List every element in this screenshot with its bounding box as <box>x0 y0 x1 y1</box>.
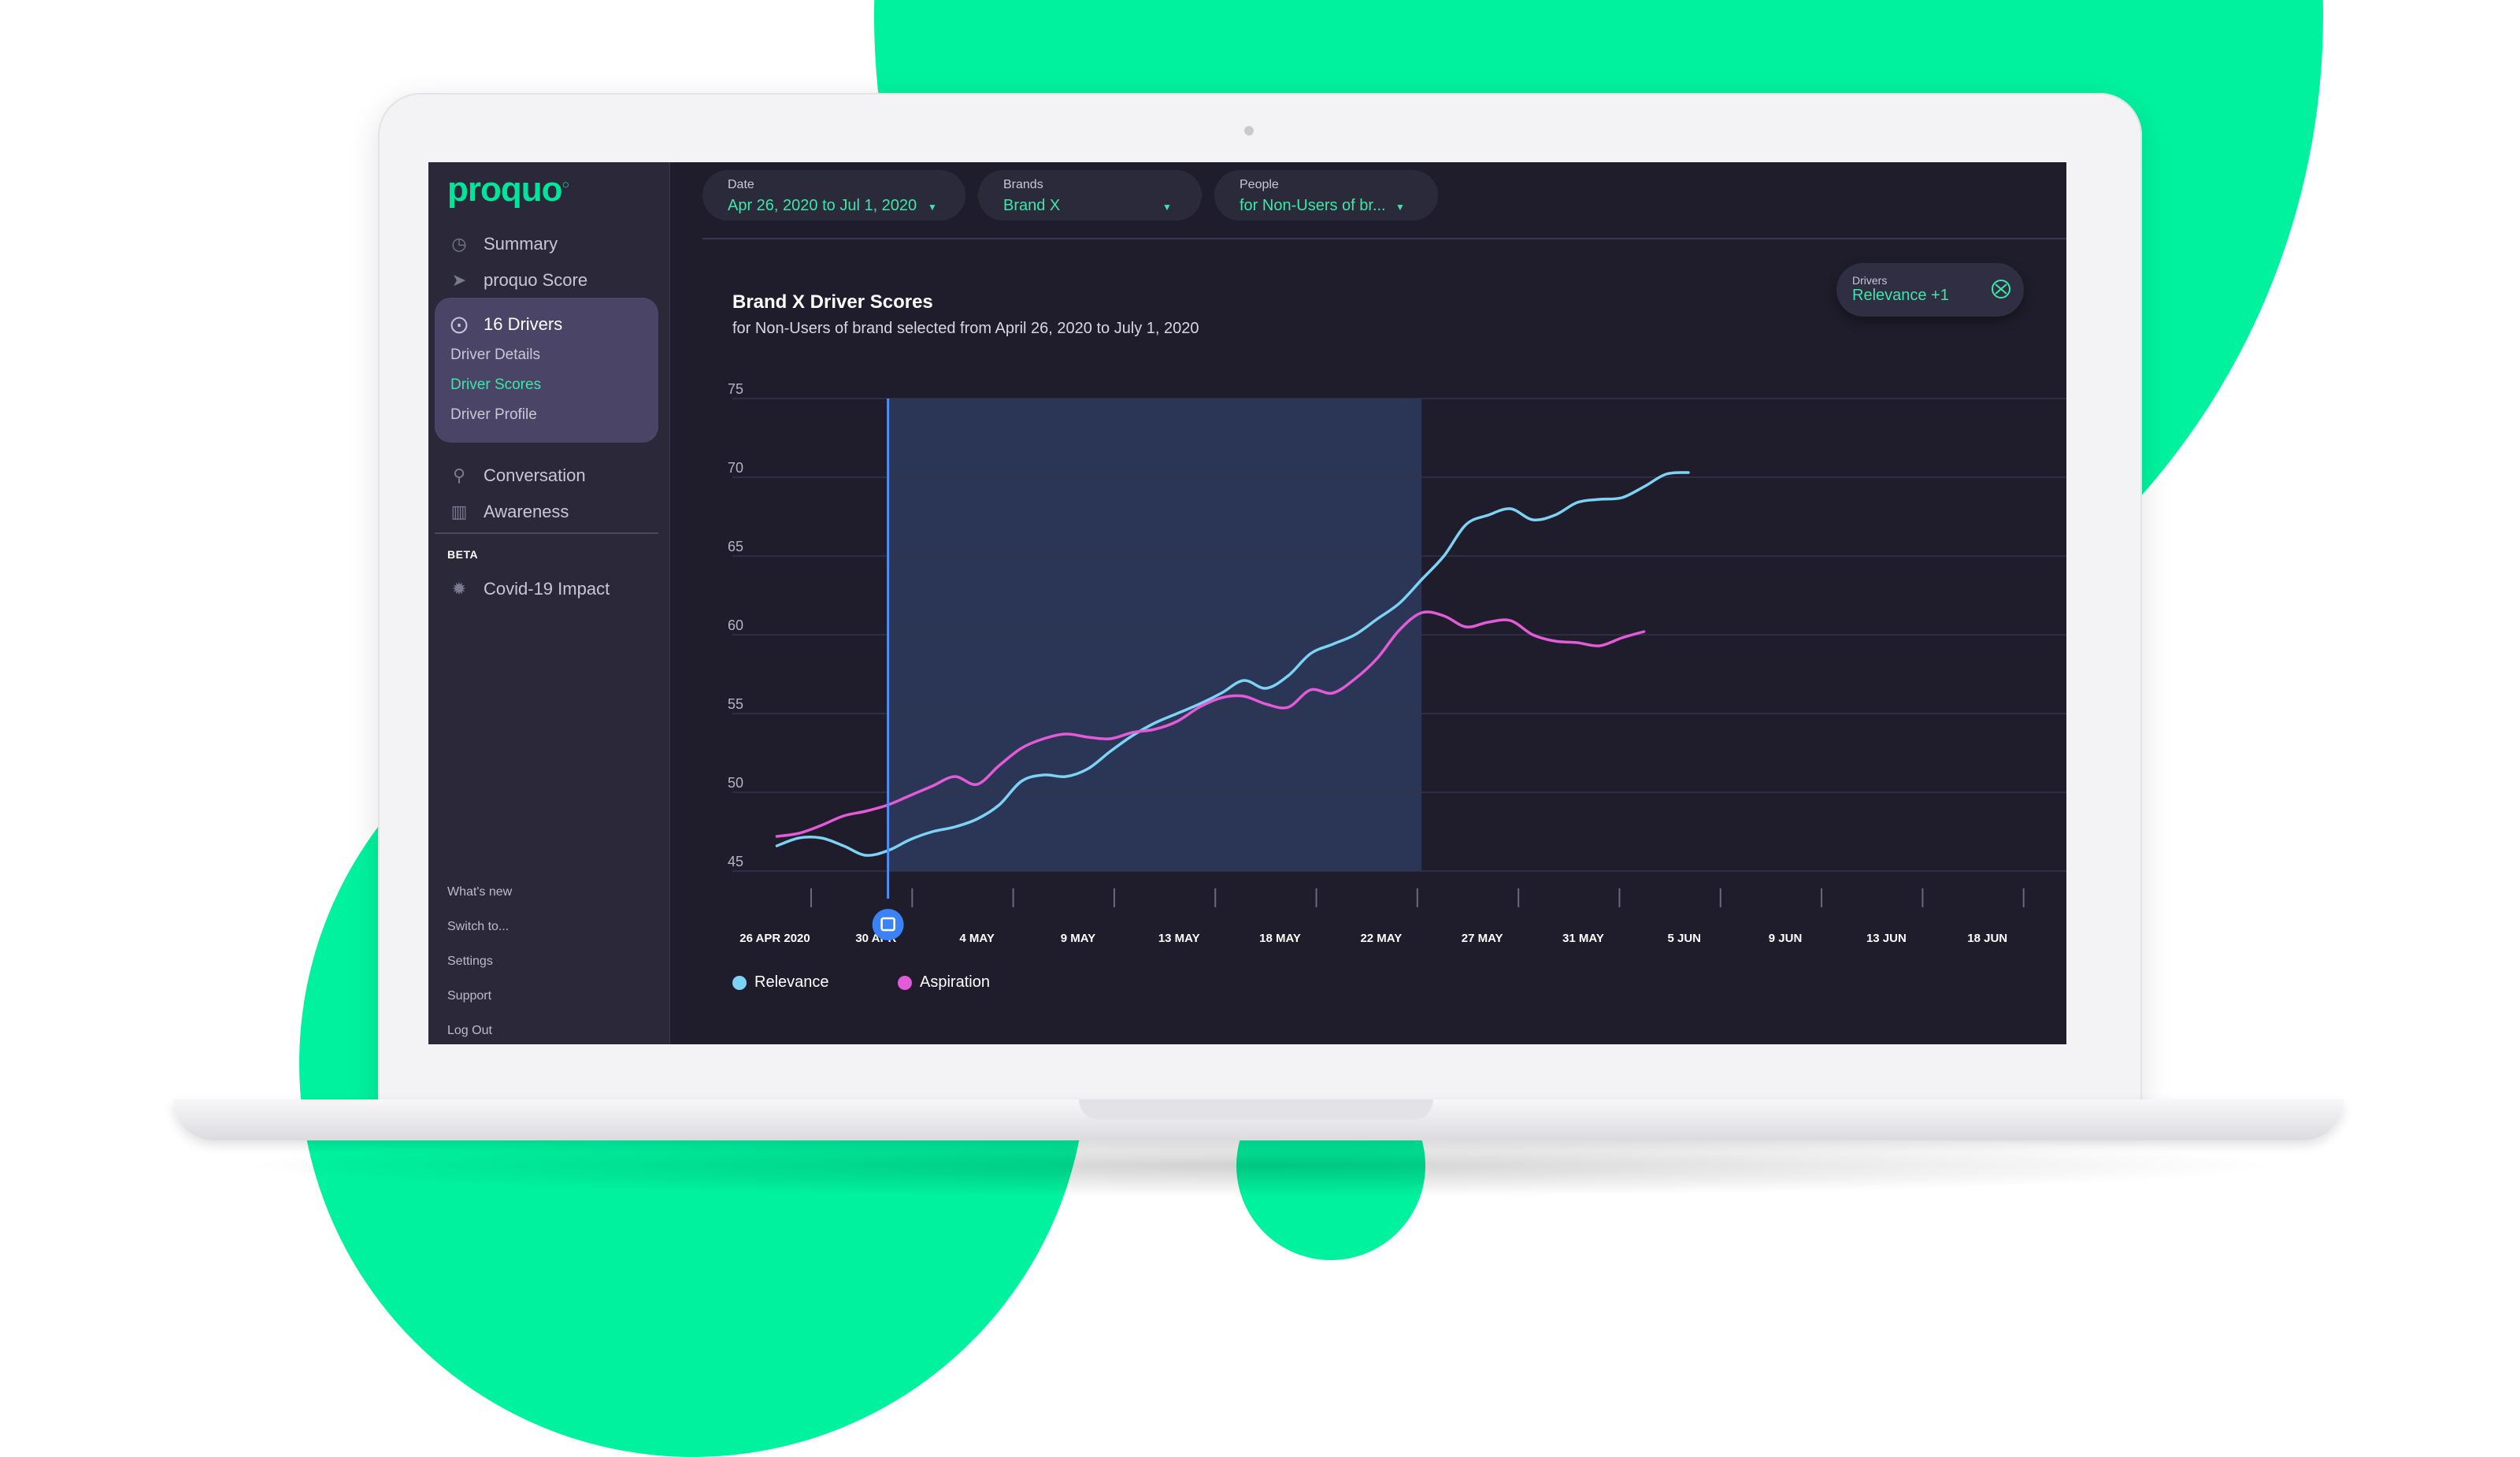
sidebar-subitem-driver-profile[interactable]: Driver Profile <box>450 406 537 423</box>
x-tick-label: 13 JUN <box>1866 932 1907 945</box>
people-filter[interactable]: People for Non-Users of br... ▼ <box>1214 170 1438 221</box>
footer-link-support[interactable]: Support <box>447 989 492 1003</box>
drivers-selector-label: Drivers <box>1852 274 1888 287</box>
send-icon: ➤ <box>451 270 467 290</box>
sidebar-item-label: Summary <box>484 234 558 254</box>
footer-link-settings[interactable]: Settings <box>447 955 493 968</box>
beta-label: BETA <box>447 548 479 561</box>
clock-icon: ◷ <box>451 234 467 254</box>
people-filter-value: for Non-Users of br... <box>1240 197 1386 214</box>
app-screen: proquo○ ◷ Summary ➤ proquo Score ⨀ 16 Dr… <box>428 162 2066 1044</box>
chart-subtitle: for Non-Users of brand selected from Apr… <box>732 320 1199 337</box>
sidebar-item-proquo-score[interactable]: ➤ proquo Score <box>447 265 587 296</box>
footer-link-log-out[interactable]: Log Out <box>447 1024 492 1037</box>
drivers-selector[interactable]: Drivers Relevance +1 <box>1836 263 2024 317</box>
webcam <box>1244 126 1254 135</box>
laptop-notch <box>1079 1099 1433 1120</box>
x-tick-label: 4 MAY <box>959 932 994 945</box>
date-filter[interactable]: Date Apr 26, 2020 to Jul 1, 2020 ▼ <box>702 170 965 221</box>
y-tick-label: 65 <box>728 539 743 554</box>
footer-link-whats-new[interactable]: What's new <box>447 885 513 899</box>
series-line-aspiration <box>775 610 1646 838</box>
sidebar-item-label: Covid-19 Impact <box>484 579 610 599</box>
y-tick-label: 70 <box>728 460 743 476</box>
sidebar-item-label: 16 Drivers <box>484 314 563 334</box>
y-tick-label: 55 <box>728 696 743 712</box>
date-cursor-handle <box>872 909 904 940</box>
sidebar-item-label: proquo Score <box>484 270 588 290</box>
x-tick-label: 18 MAY <box>1259 932 1301 945</box>
sidebar-item-summary[interactable]: ◷ Summary <box>447 228 558 260</box>
virus-icon: ✹ <box>451 579 467 599</box>
laptop-shadow <box>236 1134 2284 1197</box>
x-tick-label: 9 JUN <box>1769 932 1803 945</box>
people-filter-label: People <box>1240 178 1279 191</box>
x-tick-label: 26 APR 2020 <box>739 932 810 945</box>
x-tick-label: 13 MAY <box>1158 932 1200 945</box>
proquo-logo[interactable]: proquo○ <box>447 170 569 209</box>
sidebar-subitem-driver-details[interactable]: Driver Details <box>450 347 541 363</box>
filter-bar: Date Apr 26, 2020 to Jul 1, 2020 ▼ Brand… <box>669 162 2066 238</box>
sidebar-divider <box>435 532 658 534</box>
brands-filter-value: Brand X <box>1003 197 1061 214</box>
sidebar-item-covid-19-impact[interactable]: ✹ Covid-19 Impact <box>447 573 610 605</box>
x-tick-label: 18 JUN <box>1967 932 2007 945</box>
sidebar-item-conversation[interactable]: ⚲ Conversation <box>447 460 586 491</box>
laptop-base <box>173 1099 2344 1140</box>
x-tick-label: 5 JUN <box>1668 932 1702 945</box>
legend-label: Aspiration <box>920 973 990 991</box>
x-tick-label: 27 MAY <box>1462 932 1503 945</box>
legend-dot-aspiration <box>898 975 912 990</box>
legend-dot-relevance <box>732 975 747 990</box>
legend-item-relevance[interactable]: Relevance <box>732 973 829 992</box>
chevron-down-icon: ▼ <box>1395 202 1405 213</box>
filter-bar-divider <box>702 238 2066 239</box>
drivers-selector-value: Relevance +1 <box>1852 287 1949 304</box>
sidebar-item-label: Awareness <box>484 502 569 521</box>
calendar-icon <box>880 917 895 932</box>
legend-label: Relevance <box>754 973 829 991</box>
x-tick-label: 31 MAY <box>1562 932 1604 945</box>
y-tick-label: 75 <box>728 381 743 397</box>
brands-filter-label: Brands <box>1003 178 1043 191</box>
chevron-down-icon: ▼ <box>928 202 937 213</box>
sidebar-group-drivers <box>435 298 658 443</box>
sidebar-subitem-driver-scores[interactable]: Driver Scores <box>450 376 542 393</box>
compass-icon: ⨀ <box>450 314 468 334</box>
x-tick-label: 22 MAY <box>1360 932 1402 945</box>
compass-icon <box>1992 280 2010 298</box>
legend-item-aspiration[interactable]: Aspiration <box>898 973 990 992</box>
chevron-down-icon: ▼ <box>1162 202 1172 213</box>
date-filter-label: Date <box>728 178 754 191</box>
brands-filter[interactable]: Brands Brand X ▼ <box>978 170 1202 221</box>
y-tick-label: 50 <box>728 775 743 791</box>
sidebar-item-label: Conversation <box>484 465 586 485</box>
steps-icon: ▥ <box>450 502 468 521</box>
date-filter-value: Apr 26, 2020 to Jul 1, 2020 <box>728 197 917 214</box>
chart-title: Brand X Driver Scores <box>732 291 933 313</box>
sidebar-item-16-drivers[interactable]: ⨀ 16 Drivers <box>447 309 562 340</box>
footer-link-switch-to[interactable]: Switch to... <box>447 920 510 933</box>
y-tick-label: 45 <box>728 854 743 869</box>
sidebar-item-awareness[interactable]: ▥ Awareness <box>447 496 569 528</box>
x-tick-label: 9 MAY <box>1061 932 1095 945</box>
y-tick-label: 60 <box>728 617 743 633</box>
series-line-relevance <box>775 471 1690 857</box>
trophy-icon: ⚲ <box>452 465 466 485</box>
sidebar: proquo○ ◷ Summary ➤ proquo Score ⨀ 16 Dr… <box>428 162 670 1044</box>
